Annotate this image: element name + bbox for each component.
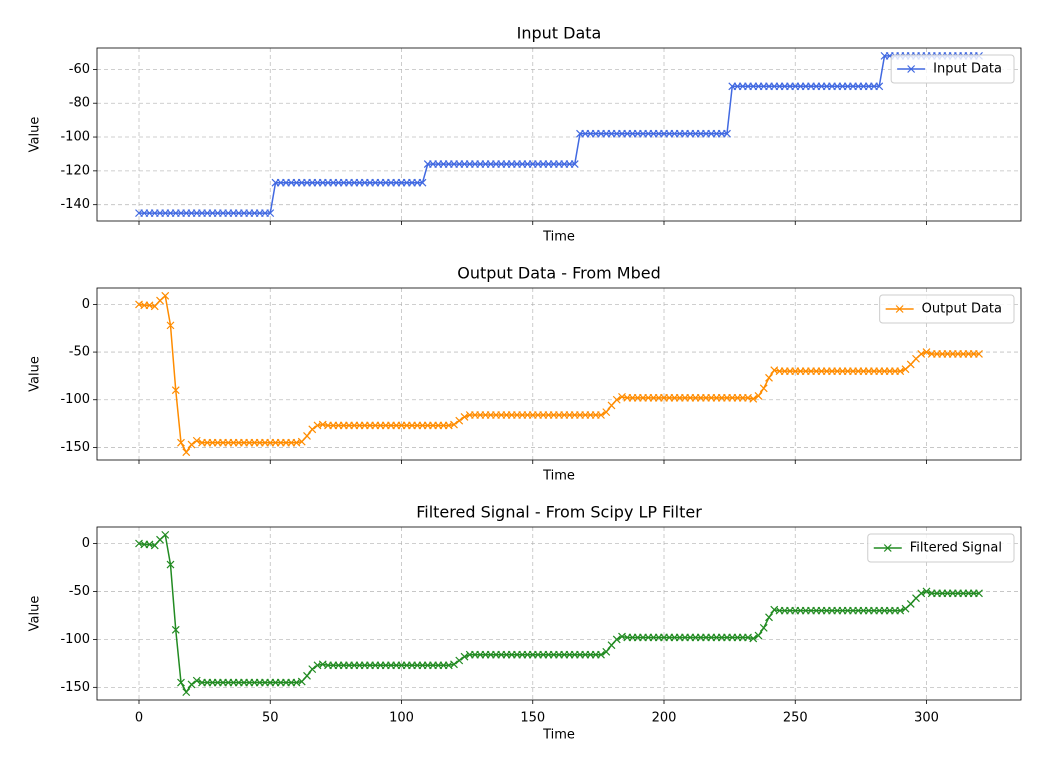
y-tick-label: -100: [60, 130, 90, 145]
data-point: [187, 680, 196, 689]
data-point: [896, 367, 905, 376]
x-tick-label: 150: [520, 711, 545, 726]
data-point: [917, 589, 926, 598]
y-axis-label: Value: [28, 117, 43, 153]
x-axis-label: Time: [542, 728, 575, 743]
data-point: [922, 348, 931, 356]
data-point: [455, 656, 464, 665]
x-tick-label: 200: [652, 711, 677, 726]
data-point: [171, 386, 180, 395]
y-tick-label: -50: [69, 345, 90, 360]
data-point: [455, 416, 464, 425]
legend-marker: [883, 544, 892, 552]
legend-box: [890, 54, 1015, 84]
data-point: [759, 384, 768, 393]
chart-title: Input Data: [517, 24, 602, 43]
legend: Filtered Signal: [867, 533, 1015, 563]
data-point: [187, 440, 196, 449]
data-point: [450, 420, 458, 429]
y-axis-label: Value: [28, 596, 43, 632]
data-point: [460, 652, 469, 661]
legend-box: [879, 294, 1015, 324]
data-point: [917, 350, 926, 358]
legend-marker: [907, 65, 916, 73]
data-point: [460, 412, 469, 421]
data-point: [182, 448, 191, 457]
y-axis-label: Value: [28, 356, 43, 392]
legend-label: Filtered Signal: [910, 541, 1002, 556]
data-point: [612, 395, 621, 404]
data-point: [597, 650, 605, 659]
data-point: [266, 209, 275, 218]
y-tick-label: -120: [60, 163, 90, 178]
x-axis-label: Time: [542, 469, 575, 484]
legend: Output Data: [879, 294, 1015, 324]
data-point: [171, 625, 180, 634]
data-point: [192, 676, 201, 685]
y-tick-label: -150: [60, 680, 90, 695]
plot-frame: [96, 47, 1022, 222]
data-point: [975, 589, 983, 598]
y-tick-label: -150: [60, 440, 90, 455]
data-point: [602, 408, 611, 417]
data-point: [308, 665, 317, 674]
legend-marker: [895, 305, 904, 313]
y-tick-label: -140: [60, 197, 90, 212]
data-point: [177, 438, 185, 447]
data-point: [749, 634, 758, 643]
series-line: [139, 55, 979, 214]
legend: Input Data: [890, 54, 1015, 84]
data-point: [754, 631, 763, 640]
data-point: [192, 436, 201, 445]
data-point: [602, 647, 611, 656]
data-point: [723, 129, 731, 138]
data-point: [308, 425, 317, 434]
data-point: [418, 178, 427, 187]
plot-frame: [96, 287, 1022, 461]
x-tick-label: 100: [389, 711, 414, 726]
x-axis-label: Time: [542, 230, 575, 245]
data-point: [975, 350, 983, 358]
y-tick-label: 0: [82, 297, 90, 312]
y-tick-label: -100: [60, 392, 90, 407]
y-tick-label: -80: [69, 96, 90, 111]
data-point: [749, 394, 758, 403]
data-point: [922, 587, 931, 596]
legend-box: [867, 533, 1015, 563]
data-point: [450, 660, 458, 669]
plot-frame: [96, 526, 1022, 701]
data-point: [765, 373, 773, 382]
x-tick-label: 50: [262, 711, 279, 726]
y-tick-label: -50: [69, 584, 90, 599]
x-tick-label: 250: [783, 711, 808, 726]
data-point: [161, 291, 170, 300]
data-point: [570, 160, 579, 169]
data-point: [896, 606, 905, 615]
data-point: [303, 432, 311, 440]
data-point: [161, 530, 170, 539]
legend-label: Output Data: [922, 302, 1002, 317]
data-point: [597, 411, 605, 419]
data-point: [177, 678, 185, 687]
chart-title: Filtered Signal - From Scipy LP Filter: [416, 503, 702, 522]
data-point: [166, 560, 175, 569]
data-point: [303, 671, 311, 680]
y-tick-label: -100: [60, 632, 90, 647]
x-tick-label: 300: [914, 711, 939, 726]
y-tick-label: 0: [82, 536, 90, 551]
chart-title: Output Data - From Mbed: [457, 264, 661, 283]
data-point: [166, 321, 175, 330]
data-point: [759, 623, 768, 632]
data-point: [612, 635, 621, 644]
data-point: [875, 82, 884, 91]
legend-label: Input Data: [933, 62, 1002, 77]
series-line: [138, 533, 979, 694]
x-tick-label: 0: [135, 711, 143, 726]
series-line: [138, 294, 979, 454]
data-point: [182, 688, 191, 697]
y-tick-label: -60: [69, 62, 90, 77]
data-point: [765, 613, 773, 622]
data-point: [754, 392, 763, 400]
